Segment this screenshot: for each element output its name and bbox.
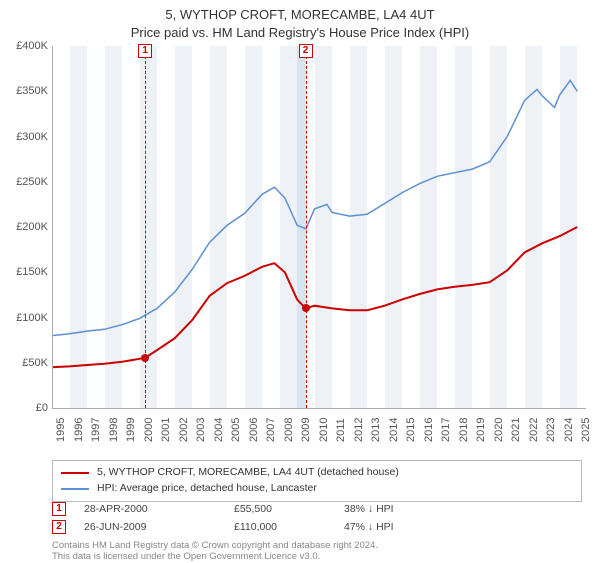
x-tick-label: 2019 [475, 418, 487, 442]
series-svg [52, 46, 586, 408]
x-tick-label: 2020 [493, 418, 505, 442]
footer: Contains HM Land Registry data © Crown c… [52, 540, 378, 563]
x-tick-label: 2009 [300, 418, 312, 442]
plot-region: 12 [52, 46, 586, 408]
footer-line2: This data is licensed under the Open Gov… [52, 551, 320, 562]
y-tick-label: £400K [16, 40, 48, 52]
y-tick-label: £300K [16, 131, 48, 143]
legend-row-property: 5, WYTHOP CROFT, MORECAMBE, LA4 4UT (det… [61, 465, 573, 481]
transaction-point [302, 304, 310, 312]
x-tick-label: 2001 [160, 418, 172, 442]
transaction-row: 1 28-APR-2000£55,50038% ↓ HPI [52, 500, 582, 518]
x-tick-label: 2013 [370, 418, 382, 442]
x-tick-label: 2006 [248, 418, 260, 442]
x-tick-label: 2025 [580, 418, 592, 442]
x-tick-label: 2021 [510, 418, 522, 442]
x-tick-label: 2018 [458, 418, 470, 442]
transaction-price: £55,500 [234, 503, 344, 515]
x-tick-label: 1996 [73, 418, 85, 442]
transaction-date: 28-APR-2000 [84, 503, 234, 515]
chart-area: 12 £0£50K£100K£150K£200K£250K£300K£350K£… [52, 46, 586, 408]
x-tick-label: 2022 [528, 418, 540, 442]
x-tick-label: 2005 [230, 418, 242, 442]
legend-row-hpi: HPI: Average price, detached house, Lanc… [61, 481, 573, 497]
x-tick-label: 1995 [55, 418, 67, 442]
x-tick-label: 2023 [545, 418, 557, 442]
legend-swatch-hpi [61, 488, 89, 490]
footer-line1: Contains HM Land Registry data © Crown c… [52, 540, 378, 551]
transaction-delta: 47% ↓ HPI [344, 521, 454, 533]
x-tick-label: 2002 [178, 418, 190, 442]
x-tick-label: 2015 [405, 418, 417, 442]
x-tick-label: 2011 [335, 418, 347, 442]
transaction-marker: 1 [138, 44, 152, 58]
x-tick-label: 2004 [213, 418, 225, 442]
x-tick-label: 2010 [318, 418, 330, 442]
title-subtitle: Price paid vs. HM Land Registry's House … [0, 24, 600, 42]
transaction-row-marker: 2 [52, 520, 66, 534]
legend-swatch-property [61, 472, 89, 474]
x-tick-label: 2012 [353, 418, 365, 442]
legend-label-property: 5, WYTHOP CROFT, MORECAMBE, LA4 4UT (det… [97, 465, 399, 481]
x-tick-label: 2016 [423, 418, 435, 442]
title-block: 5, WYTHOP CROFT, MORECAMBE, LA4 4UT Pric… [0, 0, 600, 42]
legend: 5, WYTHOP CROFT, MORECAMBE, LA4 4UT (det… [52, 460, 582, 502]
transaction-marker: 2 [299, 44, 313, 58]
y-tick-label: £350K [16, 85, 48, 97]
x-tick-label: 1999 [125, 418, 137, 442]
transaction-date: 26-JUN-2009 [84, 521, 234, 533]
legend-label-hpi: HPI: Average price, detached house, Lanc… [97, 481, 317, 497]
x-tick-label: 2003 [195, 418, 207, 442]
chart-container: 5, WYTHOP CROFT, MORECAMBE, LA4 4UT Pric… [0, 0, 600, 560]
y-tick-label: £100K [16, 312, 48, 324]
x-tick-label: 1998 [108, 418, 120, 442]
x-tick-label: 2017 [440, 418, 452, 442]
x-tick-label: 2008 [283, 418, 295, 442]
x-tick-label: 2007 [265, 418, 277, 442]
transaction-row-marker: 1 [52, 502, 66, 516]
x-tick-label: 2000 [143, 418, 155, 442]
transaction-delta: 38% ↓ HPI [344, 503, 454, 515]
y-tick-label: £250K [16, 176, 48, 188]
transaction-price: £110,000 [234, 521, 344, 533]
y-tick-label: £200K [16, 221, 48, 233]
x-tick-label: 2014 [388, 418, 400, 442]
title-address: 5, WYTHOP CROFT, MORECAMBE, LA4 4UT [0, 6, 600, 24]
series-property [52, 227, 577, 367]
x-tick-label: 1997 [90, 418, 102, 442]
y-tick-label: £0 [36, 402, 48, 414]
y-tick-label: £150K [16, 266, 48, 278]
transaction-vline [306, 46, 307, 408]
transaction-row: 2 26-JUN-2009£110,00047% ↓ HPI [52, 518, 582, 536]
series-hpi [52, 80, 577, 335]
transaction-point [141, 354, 149, 362]
y-tick-label: £50K [22, 357, 48, 369]
x-tick-label: 2024 [563, 418, 575, 442]
transactions-table: 1 28-APR-2000£55,50038% ↓ HPI 2 26-JUN-2009… [52, 500, 582, 536]
